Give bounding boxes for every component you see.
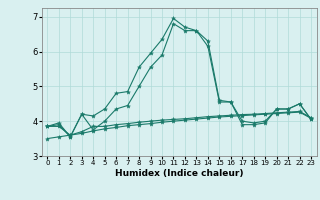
X-axis label: Humidex (Indice chaleur): Humidex (Indice chaleur) [115, 169, 244, 178]
